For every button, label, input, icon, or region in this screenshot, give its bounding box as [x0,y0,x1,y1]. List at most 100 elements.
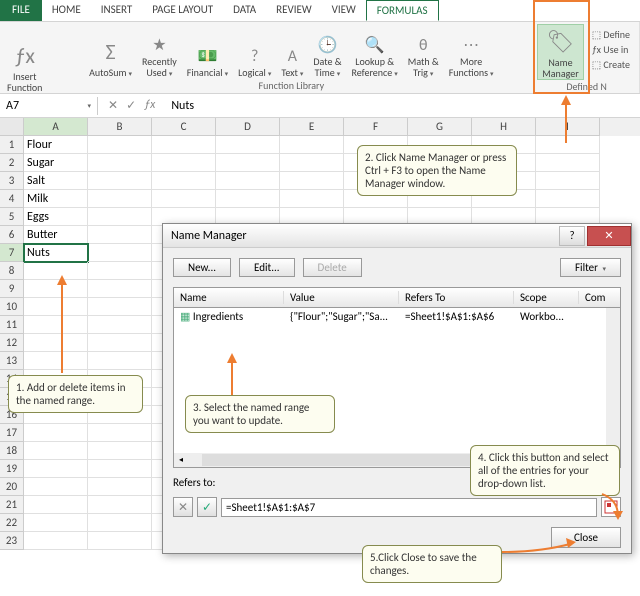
cell-I2[interactable] [536,154,600,172]
tab-formulas[interactable]: FORMULAS [366,0,439,21]
row-header-12[interactable]: 12 [0,334,24,352]
math-button[interactable]: θMath & Trig▾ [404,24,443,79]
logical-button[interactable]: ?Logical▾ [234,24,275,79]
filter-button[interactable]: Filter ▾ [560,258,621,277]
cell-A22[interactable] [24,514,88,532]
cell-B3[interactable] [88,172,152,190]
cell-E4[interactable] [280,190,344,208]
use-in-formula-button[interactable]: ƒx Use in [592,43,630,56]
cell-C2[interactable] [152,154,216,172]
dialog-titlebar[interactable]: Name Manager ? ✕ [163,224,631,248]
cell-A3[interactable]: Salt [24,172,88,190]
cell-A17[interactable] [24,424,88,442]
refers-to-input[interactable]: =Sheet1!$A$1:$A$7 [221,498,597,517]
refers-accept-button[interactable]: ✓ [197,497,217,517]
lookup-button[interactable]: 🔍Lookup & Reference▾ [348,24,402,79]
cell-B6[interactable] [88,226,152,244]
col-header-A[interactable]: A [24,118,88,136]
insert-function-button[interactable]: ƒxInsert Function [3,24,46,93]
row-header-19[interactable]: 19 [0,460,24,478]
col-header-C[interactable]: C [152,118,216,136]
col-header-B[interactable]: B [88,118,152,136]
refers-cancel-button[interactable]: ✕ [173,497,193,517]
cell-A1[interactable]: Flour [24,136,88,154]
row-header-3[interactable]: 3 [0,172,24,190]
select-all-corner[interactable] [0,118,24,136]
row-header-1[interactable]: 1 [0,136,24,154]
row-header-17[interactable]: 17 [0,424,24,442]
cell-A4[interactable]: Milk [24,190,88,208]
cell-B22[interactable] [88,514,152,532]
row-header-23[interactable]: 23 [0,532,24,550]
dialog-close-x-button[interactable]: ✕ [587,226,631,246]
cell-B4[interactable] [88,190,152,208]
tab-file[interactable]: FILE [0,0,42,21]
cell-E3[interactable] [280,172,344,190]
name-manager-button[interactable]: 🏷Name Manager [537,24,583,80]
cell-A2[interactable]: Sugar [24,154,88,172]
row-header-8[interactable]: 8 [0,262,24,280]
cell-B12[interactable] [88,334,152,352]
date-time-button[interactable]: 🕒Date & Time▾ [309,24,345,79]
cell-B2[interactable] [88,154,152,172]
cell-B13[interactable] [88,352,152,370]
cell-B19[interactable] [88,460,152,478]
tab-home[interactable]: HOME [42,0,91,21]
autosum-button[interactable]: ΣAutoSum▾ [85,24,136,79]
cell-A20[interactable] [24,478,88,496]
tab-data[interactable]: DATA [223,0,266,21]
cell-B10[interactable] [88,298,152,316]
row-header-6[interactable]: 6 [0,226,24,244]
text-button[interactable]: AText▾ [277,24,307,79]
col-header-E[interactable]: E [280,118,344,136]
tab-insert[interactable]: INSERT [91,0,143,21]
cell-B8[interactable] [88,262,152,280]
recently-used-button[interactable]: ★Recently Used▾ [138,24,181,79]
create-from-selection-button[interactable]: ⬚ Create [592,58,630,71]
row-header-18[interactable]: 18 [0,442,24,460]
col-header-G[interactable]: G [408,118,472,136]
define-name-button[interactable]: ⬚ Define [592,28,630,41]
cell-A19[interactable] [24,460,88,478]
cell-I3[interactable] [536,172,600,190]
cell-A18[interactable] [24,442,88,460]
row-header-21[interactable]: 21 [0,496,24,514]
col-header-H[interactable]: H [472,118,536,136]
row-header-5[interactable]: 5 [0,208,24,226]
cell-B18[interactable] [88,442,152,460]
cell-B21[interactable] [88,496,152,514]
cell-D2[interactable] [216,154,280,172]
v-scrollbar[interactable] [606,308,620,467]
cell-A7[interactable]: Nuts [24,244,88,262]
name-box[interactable]: A7▾ [0,97,98,115]
row-header-7[interactable]: 7 [0,244,24,262]
cell-E2[interactable] [280,154,344,172]
cell-A23[interactable] [24,532,88,550]
tab-review[interactable]: REVIEW [266,0,322,21]
tab-page-layout[interactable]: PAGE LAYOUT [142,0,223,21]
cell-B7[interactable] [88,244,152,262]
col-header-D[interactable]: D [216,118,280,136]
financial-button[interactable]: 💵Financial▾ [183,24,232,79]
cell-D1[interactable] [216,136,280,154]
row-header-10[interactable]: 10 [0,298,24,316]
row-header-20[interactable]: 20 [0,478,24,496]
row-header-13[interactable]: 13 [0,352,24,370]
fx-bar-icon[interactable]: ƒx [144,98,155,113]
new-button[interactable]: New... [173,258,231,277]
cell-I4[interactable] [536,190,600,208]
edit-button[interactable]: Edit... [239,258,295,277]
tab-view[interactable]: VIEW [322,0,366,21]
cell-B9[interactable] [88,280,152,298]
cell-A21[interactable] [24,496,88,514]
col-header-F[interactable]: F [344,118,408,136]
delete-button[interactable]: Delete [303,258,362,277]
cell-B1[interactable] [88,136,152,154]
cell-B23[interactable] [88,532,152,550]
cell-D3[interactable] [216,172,280,190]
cancel-icon[interactable]: ✕ [108,98,118,113]
cell-B11[interactable] [88,316,152,334]
cell-B5[interactable] [88,208,152,226]
cell-B17[interactable] [88,424,152,442]
cell-C4[interactable] [152,190,216,208]
